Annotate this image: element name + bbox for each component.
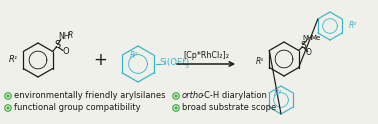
Text: functional group compatibility: functional group compatibility — [14, 104, 141, 112]
Text: S: S — [55, 41, 61, 50]
Text: 3: 3 — [185, 63, 189, 68]
Circle shape — [5, 105, 11, 111]
Text: R²: R² — [274, 89, 282, 97]
Text: R: R — [68, 31, 73, 40]
Text: environmentally friendly arylsilanes: environmentally friendly arylsilanes — [14, 92, 166, 100]
Circle shape — [174, 94, 178, 98]
Text: R²: R² — [349, 21, 357, 31]
Text: Me: Me — [311, 35, 321, 42]
Text: Si(OEt): Si(OEt) — [159, 59, 189, 67]
Text: R¹: R¹ — [256, 57, 264, 65]
Text: -C-H diarylation: -C-H diarylation — [201, 92, 267, 100]
Text: S: S — [301, 41, 307, 50]
Text: [Cp*RhCl₂]₂: [Cp*RhCl₂]₂ — [183, 50, 229, 60]
Text: NH: NH — [58, 32, 70, 41]
Text: R²: R² — [130, 51, 138, 61]
Circle shape — [173, 105, 179, 111]
Text: +: + — [93, 51, 107, 69]
Circle shape — [174, 106, 178, 110]
Text: O: O — [62, 47, 69, 56]
Circle shape — [5, 93, 11, 99]
Text: ortho: ortho — [182, 92, 204, 100]
Circle shape — [173, 93, 179, 99]
Text: R¹: R¹ — [9, 56, 18, 64]
Circle shape — [6, 94, 9, 98]
Text: broad substrate scope: broad substrate scope — [182, 104, 276, 112]
Text: O: O — [306, 48, 311, 57]
Text: NH: NH — [302, 35, 313, 42]
Circle shape — [6, 106, 9, 110]
